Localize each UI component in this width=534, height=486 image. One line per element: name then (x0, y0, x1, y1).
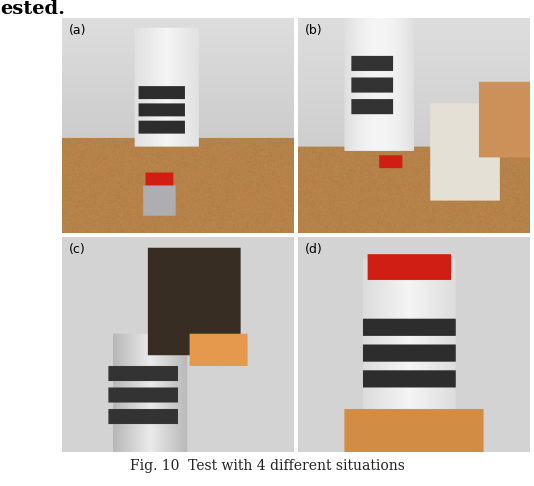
Text: (c): (c) (69, 243, 86, 257)
Text: Fig. 10  Test with 4 different situations: Fig. 10 Test with 4 different situations (130, 459, 404, 472)
Text: (a): (a) (69, 24, 87, 37)
Text: (b): (b) (305, 24, 323, 37)
Text: (d): (d) (305, 243, 323, 257)
Text: ested.: ested. (0, 0, 65, 18)
